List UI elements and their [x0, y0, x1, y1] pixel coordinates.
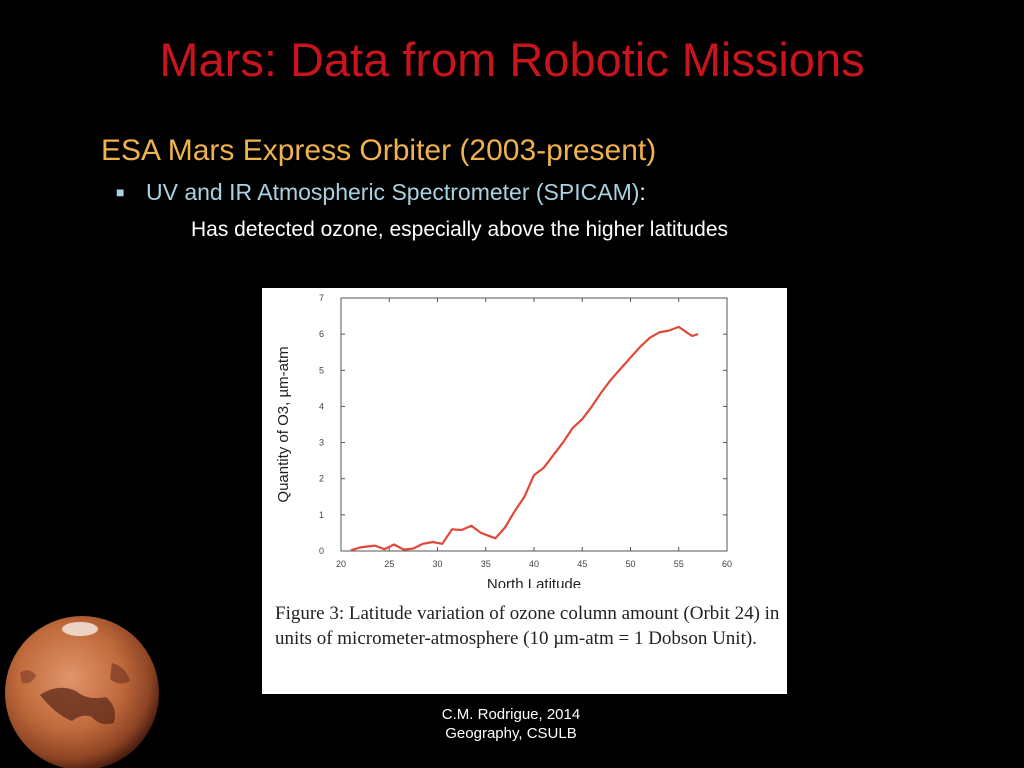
plot-frame — [340, 297, 728, 552]
y-tick-label: 4 — [319, 401, 324, 411]
figure-caption: Figure 3: Latitude variation of ozone co… — [275, 603, 780, 649]
slide-title: Mars: Data from Robotic Missions — [159, 33, 865, 86]
series-line-0 — [350, 325, 699, 552]
mars-planet-image — [5, 616, 159, 768]
heading: ESA Mars Express Orbiter (2003-present) — [101, 134, 657, 167]
x-tick-label: 40 — [529, 559, 539, 569]
figure-panel: 20 25 30 35 40 45 50 55 60 0 1 2 3 4 5 6 7 North Latitude… — [262, 288, 787, 694]
y-tick-label: 0 — [319, 546, 324, 556]
bullet-text: UV and IR Atmospheric Spectrometer (SPIC… — [146, 179, 640, 205]
x-axis-label: North Latitude — [487, 576, 581, 588]
x-tick-label: 50 — [625, 559, 635, 569]
bullet-item: ■ UV and IR Atmospheric Spectrometer (SPI… — [116, 176, 646, 208]
x-tick-label: 30 — [432, 559, 442, 569]
x-tick-label: 60 — [722, 559, 732, 569]
x-tick-label: 35 — [481, 559, 491, 569]
square-bullet-icon: ■ — [116, 184, 125, 200]
credit-line-2: Geography, CSULB — [445, 725, 577, 742]
bullet-colon: : — [639, 179, 646, 205]
y-tick-label: 5 — [319, 365, 324, 375]
y-tick-label: 3 — [319, 438, 324, 448]
y-tick-label: 7 — [319, 293, 324, 303]
x-tick-label: 20 — [336, 559, 346, 569]
x-tick-label: 25 — [384, 559, 394, 569]
y-tick-label: 6 — [319, 329, 324, 339]
y-axis-label: Quantity of O3, µm-atm — [275, 346, 292, 502]
credit: C.M. Rodrigue, 2014 Geography, CSULB — [395, 705, 627, 743]
detail-text: Has detected ozone, especially above the… — [191, 218, 729, 241]
credit-line-1: C.M. Rodrigue, 2014 — [441, 706, 581, 723]
x-tick-label: 45 — [577, 559, 587, 569]
y-tick-label: 2 — [319, 474, 324, 484]
y-tick-label: 1 — [319, 510, 324, 520]
x-tick-label: 55 — [674, 559, 684, 569]
